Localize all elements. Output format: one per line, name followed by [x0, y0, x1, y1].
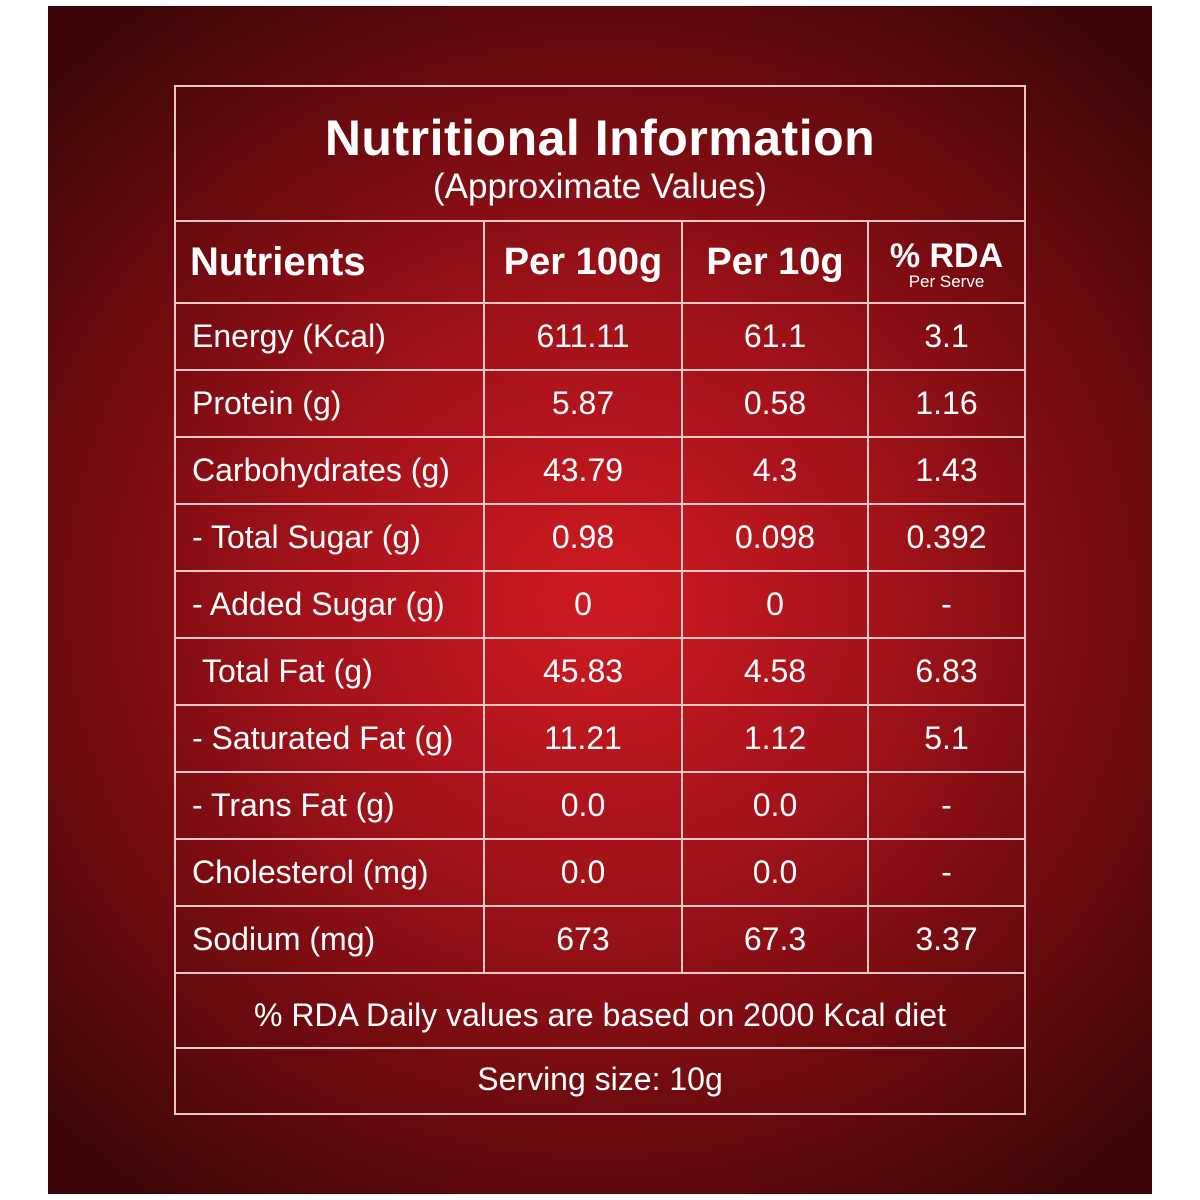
- value-per-10g: 4.58: [681, 637, 869, 706]
- value-per-100g: 0.0: [483, 771, 683, 840]
- value-per-100g: 45.83: [483, 637, 683, 706]
- serving-size: Serving size: 10g: [477, 1061, 723, 1097]
- nutrient-name: - Total Sugar (g): [176, 503, 485, 572]
- column-header-rda: % RDA Per Serve: [867, 222, 1024, 304]
- table-row: Carbohydrates (g) 43.79 4.3 1.43: [176, 436, 1024, 505]
- value-per-10g: 61.1: [681, 302, 869, 371]
- label-header: Nutritional Information (Approximate Val…: [176, 87, 1024, 222]
- column-header-per-100g: Per 100g: [483, 222, 683, 304]
- table-row: Sodium (mg) 673 67.3 3.37: [176, 905, 1024, 974]
- value-per-10g: 0.0: [681, 838, 869, 907]
- nutrition-table: Nutrients Per 100g Per 10g % RDA Per Ser…: [176, 222, 1024, 974]
- table-row: - Total Sugar (g) 0.98 0.098 0.392: [176, 503, 1024, 572]
- value-per-100g: 5.87: [483, 369, 683, 438]
- value-per-10g: 67.3: [681, 905, 869, 974]
- nutrient-name: - Saturated Fat (g): [176, 704, 485, 773]
- value-per-10g: 0.098: [681, 503, 869, 572]
- column-header-nutrients: Nutrients: [176, 222, 485, 304]
- value-rda: -: [867, 771, 1024, 840]
- nutrient-name: Cholesterol (mg): [176, 838, 485, 907]
- table-header-row: Nutrients Per 100g Per 10g % RDA Per Ser…: [176, 222, 1024, 304]
- table-row: - Saturated Fat (g) 11.21 1.12 5.1: [176, 704, 1024, 773]
- nutrient-name: - Added Sugar (g): [176, 570, 485, 639]
- rda-footnote: % RDA Daily values are based on 2000 Kca…: [176, 983, 1024, 1049]
- nutrient-name: Protein (g): [176, 369, 485, 438]
- table-row: Energy (Kcal) 611.11 61.1 3.1: [176, 302, 1024, 371]
- value-per-100g: 0: [483, 570, 683, 639]
- value-rda: 1.16: [867, 369, 1024, 438]
- rda-header-sublabel: Per Serve: [908, 271, 985, 291]
- table-row: Cholesterol (mg) 0.0 0.0 -: [176, 838, 1024, 907]
- value-rda: -: [867, 838, 1024, 907]
- nutrient-name: Energy (Kcal): [176, 302, 485, 371]
- nutrient-name: Carbohydrates (g): [176, 436, 485, 505]
- value-per-100g: 673: [483, 905, 683, 974]
- table-row: - Added Sugar (g) 0 0 -: [176, 570, 1024, 639]
- value-per-10g: 0: [681, 570, 869, 639]
- value-per-10g: 0.58: [681, 369, 869, 438]
- value-per-100g: 11.21: [483, 704, 683, 773]
- value-per-10g: 1.12: [681, 704, 869, 773]
- value-per-10g: 0.0: [681, 771, 869, 840]
- value-rda: -: [867, 570, 1024, 639]
- value-per-100g: 0.0: [483, 838, 683, 907]
- value-per-10g: 4.3: [681, 436, 869, 505]
- nutrition-label: Nutritional Information (Approximate Val…: [174, 85, 1026, 1115]
- rda-header-label: % RDA: [889, 236, 1004, 275]
- value-per-100g: 43.79: [483, 436, 683, 505]
- nutrient-name: Sodium (mg): [176, 905, 485, 974]
- value-rda: 3.37: [867, 905, 1024, 974]
- value-rda: 6.83: [867, 637, 1024, 706]
- value-rda: 3.1: [867, 302, 1024, 371]
- table-row: Protein (g) 5.87 0.58 1.16: [176, 369, 1024, 438]
- table-row: - Trans Fat (g) 0.0 0.0 -: [176, 771, 1024, 840]
- value-rda: 1.43: [867, 436, 1024, 505]
- table-row: Total Fat (g) 45.83 4.58 6.83: [176, 637, 1024, 706]
- value-per-100g: 611.11: [483, 302, 683, 371]
- nutrient-name: Total Fat (g): [176, 637, 485, 706]
- nutrient-name: - Trans Fat (g): [176, 771, 485, 840]
- label-title: Nutritional Information: [324, 110, 876, 166]
- value-rda: 5.1: [867, 704, 1024, 773]
- value-rda: 0.392: [867, 503, 1024, 572]
- value-per-100g: 0.98: [483, 503, 683, 572]
- label-subtitle: (Approximate Values): [433, 167, 767, 206]
- column-header-per-10g: Per 10g: [681, 222, 869, 304]
